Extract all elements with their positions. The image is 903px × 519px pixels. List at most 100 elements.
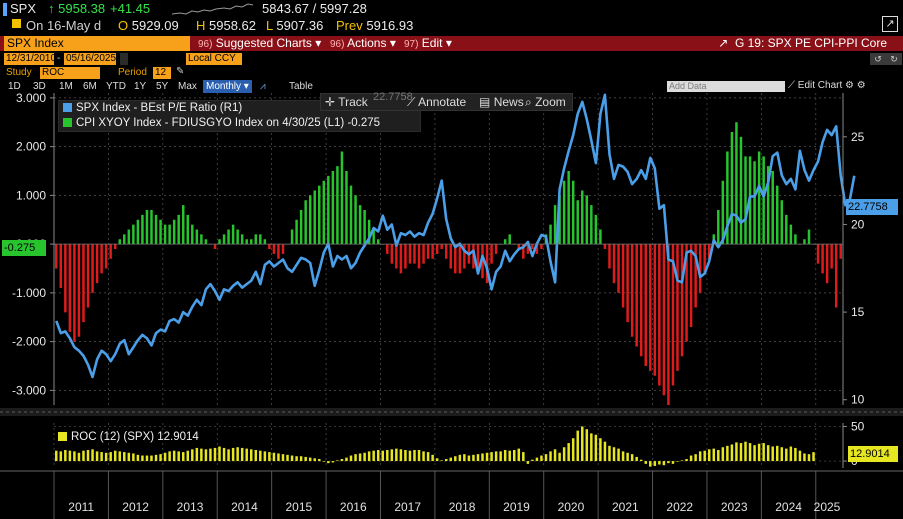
edit-button[interactable]: 97) Edit ▾	[404, 36, 452, 51]
cpi-bar	[626, 244, 629, 323]
roc-bar	[222, 447, 226, 462]
cpi-bar	[263, 239, 267, 245]
roc-bar	[667, 461, 670, 464]
edit-chart-button[interactable]: ⟋ Edit Chart ⚙ ⚙	[788, 80, 866, 91]
undo-icon[interactable]: ↺	[870, 53, 886, 65]
cpi-bar	[245, 239, 248, 245]
roc-bar	[104, 452, 108, 462]
roc-bar	[413, 450, 416, 462]
roc-bar	[299, 456, 303, 462]
x-tick-label: 2016	[340, 500, 367, 514]
study-field[interactable]: ROC	[40, 67, 100, 79]
add-data-input[interactable]: Add Data	[667, 81, 785, 92]
edit-pencil-icon[interactable]: ✎	[176, 66, 185, 77]
cpi-bar	[440, 244, 443, 250]
roc-bar	[145, 455, 149, 462]
roc-bar	[744, 441, 747, 462]
cpi-bar	[172, 219, 176, 245]
right-tick-label: 20	[851, 217, 865, 231]
roc-bar	[531, 459, 534, 462]
cpi-bar	[522, 244, 525, 259]
quote-line: SPX ↑ 5958.38 +41.45 5843.67 / 5997.28 O…	[0, 0, 903, 36]
currency-field[interactable]: Local CCY	[186, 53, 242, 65]
cpi-bar	[435, 244, 439, 254]
legend-cpi[interactable]: CPI XYOY Index - FDIUSGYO Index on 4/30/…	[63, 117, 380, 131]
security-field[interactable]: SPX Index	[4, 36, 190, 51]
cpi-bar	[639, 244, 643, 357]
cpi-bar	[821, 244, 824, 274]
cpi-bar	[91, 244, 94, 293]
cpi-bar	[653, 244, 657, 376]
external-link-icon[interactable]: ↗	[718, 36, 729, 50]
range-1y[interactable]: 1Y	[134, 81, 147, 92]
end-date-field[interactable]: 05/16/2025	[64, 53, 117, 65]
range-3d[interactable]: 3D	[33, 81, 46, 92]
cpi-bar	[123, 234, 126, 245]
roc-bar	[757, 443, 761, 462]
roc-bar	[780, 447, 784, 462]
cpi-bar	[603, 244, 607, 250]
range-row: 1D 3D 1M 6M YTD 1Y 5Y Max Monthly ▾ ⩘ Ta…	[0, 80, 903, 93]
range-5y[interactable]: 5Y	[156, 81, 169, 92]
annotate-button[interactable]: ⟋ Annotate	[407, 95, 466, 110]
chart-canvas[interactable]: 3.0002.0001.0000.000-1.000-2.000-3.00025…	[0, 93, 903, 519]
range-max[interactable]: Max	[178, 81, 197, 92]
actions-button[interactable]: 96) Actions ▾	[330, 36, 396, 51]
roc-bar	[404, 450, 407, 462]
news-button[interactable]: ▤ News	[479, 95, 524, 109]
roc-bar	[322, 461, 326, 462]
cpi-bar	[703, 244, 706, 274]
cpi-bar	[386, 244, 389, 254]
roc-bar	[132, 453, 135, 462]
start-date-field[interactable]: 12/31/2010	[4, 53, 57, 65]
range-1m[interactable]: 1M	[59, 81, 73, 92]
chevron-down-icon: ▾	[389, 36, 396, 50]
redo-icon[interactable]: ↻	[886, 53, 902, 65]
up-arrow-icon: ↑	[48, 1, 55, 16]
cpi-bar	[127, 229, 131, 245]
roc-bar	[295, 456, 298, 462]
cpi-bar	[590, 205, 593, 245]
suggested-charts-button[interactable]: 96) Suggested Charts ▾	[198, 36, 321, 51]
roc-bar	[644, 461, 647, 464]
range-1d[interactable]: 1D	[8, 81, 21, 92]
roc-bar	[544, 454, 548, 462]
zoom-button[interactable]: ⌕ Zoom	[525, 95, 566, 110]
date-row: 12/31/2010 - 05/16/2025 Local CCY ↺ ↻	[0, 53, 903, 66]
track-button[interactable]: ✛ Track	[325, 95, 368, 109]
frequency-dropdown[interactable]: Monthly ▾	[203, 80, 252, 93]
roc-bar	[431, 454, 434, 462]
cpi-bar	[685, 244, 688, 342]
roc-bar	[590, 433, 593, 462]
range-ytd[interactable]: YTD	[106, 81, 126, 92]
roc-bar	[499, 451, 502, 462]
roc-bar	[304, 456, 307, 462]
ticker[interactable]: SPX	[10, 1, 37, 16]
range-6m[interactable]: 6M	[83, 81, 97, 92]
gear-icon[interactable]: ⚙	[845, 80, 854, 91]
roc-legend[interactable]: ROC (12) (SPX) 12.9014	[58, 431, 199, 443]
x-tick-label: 2024	[775, 500, 802, 514]
roc-bar	[540, 455, 543, 462]
crosshair-icon: ✛	[325, 95, 336, 109]
left-tick-label: 1.000	[16, 188, 46, 202]
settings-icon[interactable]: ⚙	[856, 80, 866, 91]
roc-bar	[159, 454, 162, 462]
track-label: Track	[338, 95, 368, 109]
cpi-bar	[671, 244, 675, 386]
edit-label: Edit	[421, 36, 443, 50]
roc-bar	[336, 460, 339, 462]
x-tick-label: 2015	[286, 500, 313, 514]
calendar-icon[interactable]	[120, 53, 128, 65]
legend-spx[interactable]: SPX Index - BEst P/E Ratio (R1)	[63, 102, 242, 116]
cpi-bar	[553, 205, 557, 245]
roc-bar	[558, 452, 561, 462]
chart-type-icon[interactable]: ⩘	[260, 81, 266, 92]
edit-chart-icon: ⟋	[788, 80, 795, 91]
popout-icon[interactable]: ↗	[882, 16, 898, 32]
period-field[interactable]: 12	[153, 67, 171, 79]
roc-tick-label: 50	[851, 419, 865, 433]
cpi-bar	[599, 229, 602, 245]
table-button[interactable]: Table	[289, 81, 313, 92]
roc-bar	[349, 455, 353, 462]
